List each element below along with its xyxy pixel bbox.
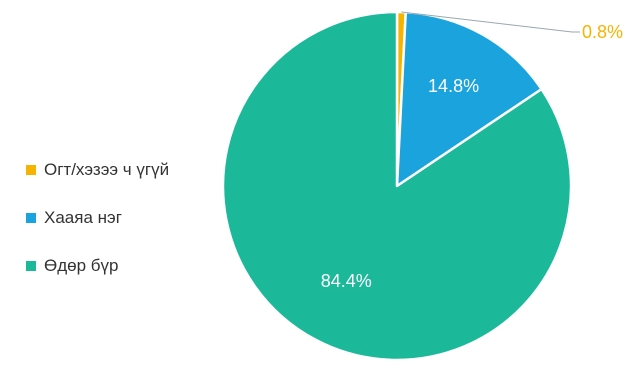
slice-data-label: 14.8% bbox=[428, 76, 479, 96]
pie-slice bbox=[395, 10, 543, 188]
legend-label: Огт/хэзээ ч үгүй bbox=[44, 160, 170, 179]
legend-label: Өдөр бүр bbox=[44, 256, 119, 275]
legend-item: Хааяа нэг bbox=[26, 206, 169, 230]
legend-item: Өдөр бүр bbox=[26, 254, 169, 278]
legend-swatch bbox=[26, 165, 36, 175]
leader-line bbox=[401, 11, 580, 33]
legend: Огт/хэзээ ч үгүй Хааяа нэг Өдөр бүр bbox=[26, 158, 169, 302]
legend-swatch bbox=[26, 213, 36, 223]
slice-data-label: 0.8% bbox=[582, 22, 623, 42]
legend-swatch bbox=[26, 261, 36, 271]
slice-data-label: 84.4% bbox=[321, 271, 372, 291]
legend-label: Хааяа нэг bbox=[44, 208, 122, 227]
pie-slice bbox=[221, 10, 573, 362]
legend-item: Огт/хэзээ ч үгүй bbox=[26, 158, 169, 182]
